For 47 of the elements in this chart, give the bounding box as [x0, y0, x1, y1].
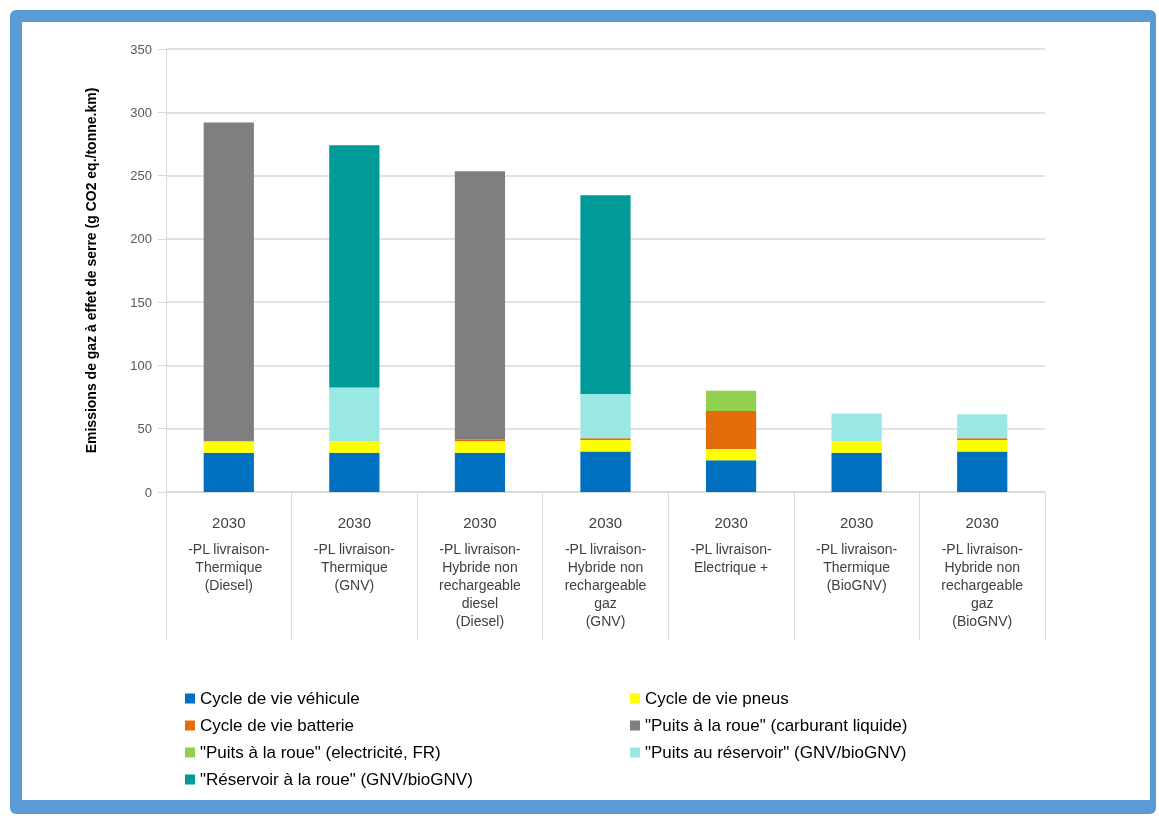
y-tick-label: 250: [130, 168, 152, 184]
bar: [580, 440, 631, 452]
bar: [831, 413, 882, 442]
x-tick-label: 2030 -PL livraison- Thermique (GNV): [313, 513, 396, 593]
legend-label: "Puits au réservoir" (GNV/bioGNV): [645, 743, 907, 762]
bar: [203, 122, 254, 442]
bar: [957, 414, 1008, 439]
legend-label: "Puits à la roue" (electricité, FR): [200, 743, 441, 762]
legend-label: "Puits à la roue" (carburant liquide): [645, 716, 908, 735]
bar: [705, 410, 757, 449]
bar: [203, 441, 254, 453]
legend-label: Cycle de vie véhicule: [200, 689, 360, 708]
x-tick-label: 2030 -PL livraison- Hybride non rechargeable gaz (GNV): [564, 513, 647, 629]
y-tick-label: 0: [144, 484, 152, 500]
y-axis-title: Emissions de gaz à effet de serre (g CO2 eq./tonne.km): [83, 87, 99, 454]
bar: [705, 390, 757, 411]
bar: [203, 452, 254, 492]
y-tick-label: 150: [130, 294, 152, 310]
bar: [329, 441, 380, 453]
bar: [580, 195, 631, 394]
y-tick-label: 200: [130, 231, 152, 247]
bar: [580, 451, 631, 492]
bar: [831, 452, 882, 492]
y-tick-label: 50: [137, 421, 152, 437]
bar: [454, 441, 506, 453]
bar: [705, 460, 757, 492]
y-tick-label: 350: [130, 41, 152, 57]
y-tick-label: 100: [130, 357, 152, 373]
legend-label: Cycle de vie batterie: [200, 716, 355, 735]
bar: [957, 440, 1008, 452]
x-tick-label: 2030 -PL livraison- Hybride non rechargeable diesel (Diesel): [439, 513, 521, 629]
bar: [454, 171, 506, 440]
x-tick-label: 2030 -PL livraison- Electrique +: [690, 513, 772, 575]
x-tick-label: 2030 -PL livraison- Hybride non rechargeable gaz (BioGNV): [941, 513, 1024, 629]
bar: [329, 145, 380, 388]
bar: [580, 393, 631, 439]
bar: [329, 387, 380, 442]
bar: [831, 441, 882, 453]
bar: [705, 448, 757, 461]
bar: [957, 451, 1008, 492]
legend-label: Cycle de vie pneus: [645, 689, 789, 708]
x-tick-label: 2030 -PL livraison- Thermique (BioGNV): [816, 513, 898, 593]
legend-label: "Réservoir à la roue" (GNV/bioGNV): [200, 770, 473, 789]
x-tick-label: 2030 -PL livraison- Thermique (Diesel): [188, 513, 270, 593]
y-tick-label: 300: [130, 104, 152, 120]
bar: [329, 452, 380, 492]
bar: [454, 452, 506, 492]
